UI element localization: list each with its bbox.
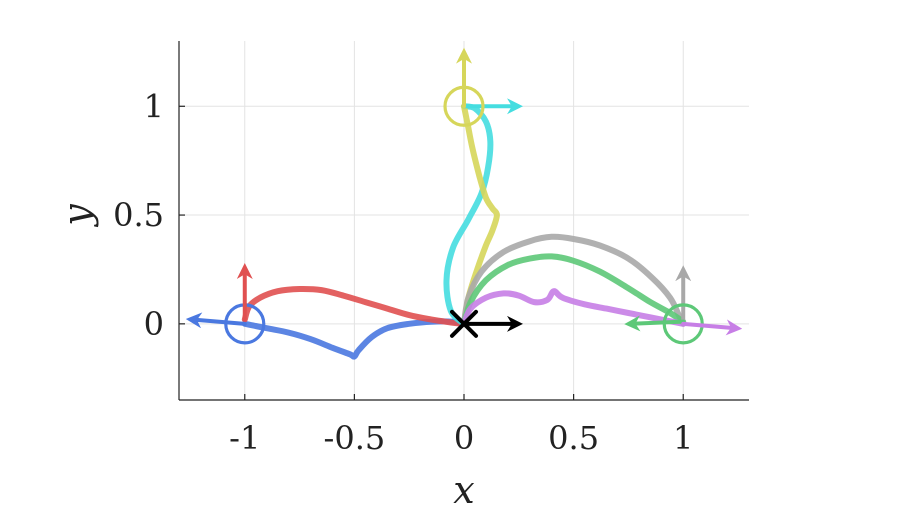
y-axis-label: y <box>55 204 99 228</box>
trajectory-line <box>461 233 687 327</box>
y-tick-label: 0 <box>144 305 164 343</box>
trajectory-line <box>461 103 500 327</box>
x-tick-label: 0 <box>454 419 474 457</box>
x-tick-label: -1 <box>229 419 260 457</box>
marker-group <box>185 47 743 345</box>
tick-labels: -1 -0.5 0 0.5 1 0 0.5 1 <box>113 87 693 457</box>
trajectory-line <box>461 253 687 327</box>
y-tick-label: 1 <box>144 87 164 125</box>
direction-arrow <box>681 319 743 336</box>
x-tick-label: 0.5 <box>548 419 599 457</box>
y-tick-label: 0.5 <box>113 196 164 234</box>
x-tick-label: -0.5 <box>324 419 386 457</box>
goal-circle <box>443 85 485 127</box>
x-tick-label: 1 <box>673 419 693 457</box>
origin-x-marker <box>450 309 478 338</box>
direction-arrow <box>185 312 247 329</box>
x-axis-label: x <box>453 468 474 512</box>
axes <box>178 41 749 401</box>
trajectory-line <box>461 288 687 327</box>
series-group <box>241 103 687 360</box>
direction-arrow <box>624 315 686 332</box>
trajectory-line <box>241 285 467 327</box>
